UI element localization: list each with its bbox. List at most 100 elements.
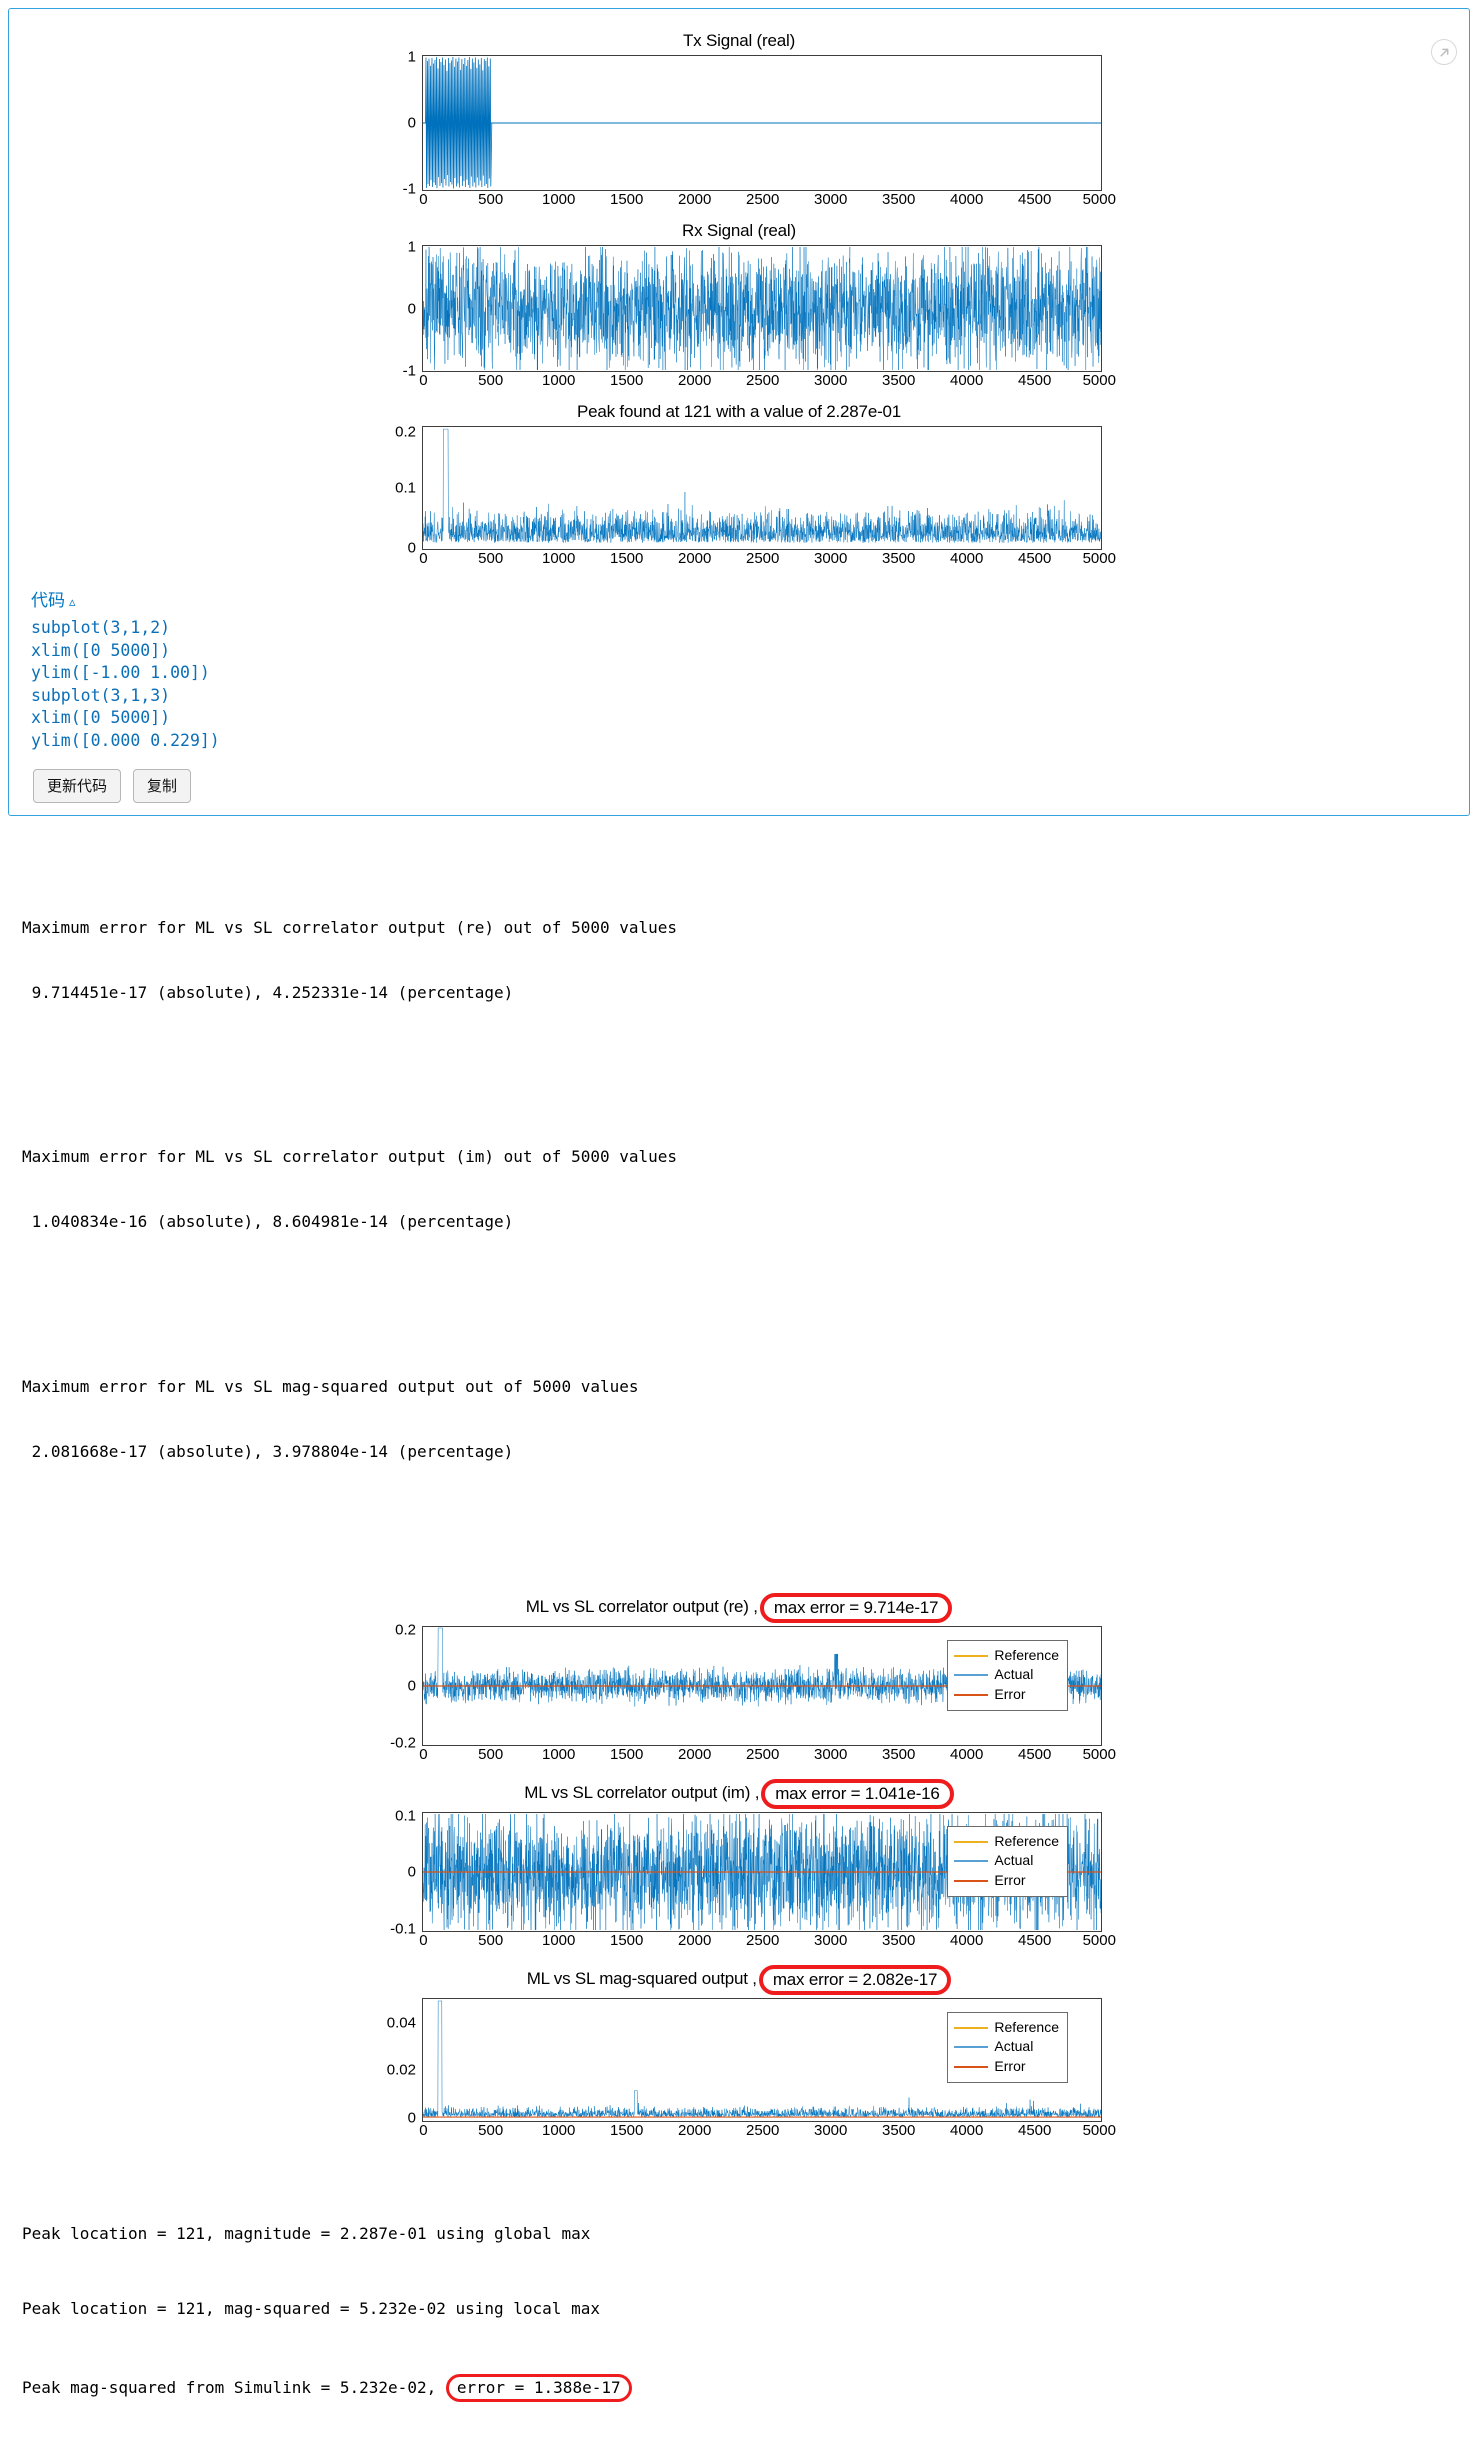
y-axis-ticks: 0.1 0 -0.1: [376, 1807, 422, 1937]
code-toggle[interactable]: 代码 ▵: [31, 586, 76, 611]
x-tick: 2000: [677, 191, 712, 208]
x-tick: 500: [478, 550, 504, 567]
console-line: Maximum error for ML vs SL correlator ou…: [22, 1147, 678, 1167]
max-error-badge: max error = 9.714e-17: [759, 1592, 953, 1623]
live-output-panel: Tx Signal (real) 1 0 -1: [8, 8, 1470, 816]
x-tick: 4500: [1017, 191, 1052, 208]
y-tick: 0: [407, 1863, 416, 1881]
y-tick: 0: [407, 114, 416, 132]
figure-tx-rx-peak: Tx Signal (real) 1 0 -1: [9, 9, 1469, 572]
plot-correlator-im: ML vs SL correlator output (im) , max err…: [376, 1778, 1116, 1954]
plot-title-text: ML vs SL mag-squared output ,: [526, 1968, 757, 1988]
x-tick: 3000: [813, 372, 848, 389]
plot-legend: Reference Actual Error: [947, 2011, 1068, 2084]
plot-peak-found: Peak found at 121 with a value of 2.287e…: [376, 402, 1116, 572]
copy-code-button[interactable]: 复制: [133, 768, 192, 803]
x-tick: 4500: [1017, 372, 1052, 389]
legend-label: Actual: [994, 1852, 1034, 1869]
x-tick: 2500: [745, 2121, 780, 2139]
x-tick: 2000: [677, 2121, 712, 2139]
y-tick: 0.2: [395, 1621, 416, 1639]
x-tick: 1500: [609, 191, 644, 208]
x-tick: 5000: [1082, 1931, 1116, 1949]
plot-title: ML vs SL correlator output (im) , max err…: [376, 1778, 1102, 1809]
console-block: Maximum error for ML vs SL correlator ou…: [22, 873, 1478, 1047]
x-tick: 0: [419, 372, 428, 389]
y-tick: 0: [407, 300, 416, 318]
plot-rx-signal: Rx Signal (real) 1 0 -1 0 500: [376, 221, 1116, 394]
legend-swatch-reference: [954, 1654, 989, 1657]
legend-label: Actual: [994, 1666, 1034, 1683]
x-tick: 2000: [677, 550, 712, 567]
y-tick: 0: [407, 539, 416, 557]
x-tick: 2500: [745, 1745, 780, 1763]
x-tick: 3500: [881, 550, 916, 567]
y-axis-ticks: 1 0 -1: [376, 239, 422, 380]
open-in-new-window-icon[interactable]: [1431, 39, 1457, 65]
x-axis-ticks: 0 500 1000 1500 2000 2500 3000 3500 4000…: [419, 191, 1116, 213]
x-tick: 4000: [949, 1931, 984, 1949]
x-tick: 2000: [677, 1931, 712, 1949]
peak-trace: [423, 428, 1101, 544]
update-code-button[interactable]: 更新代码: [33, 768, 122, 803]
legend-swatch-error: [954, 1694, 989, 1697]
console-output-bottom: Peak location = 121, magnitude = 2.287e-…: [22, 2180, 1478, 2446]
plot-correlator-re: ML vs SL correlator output (re) , max err…: [376, 1592, 1116, 1768]
x-axis-ticks: 0 500 1000 1500 2000 2500 3000 3500 4000…: [419, 372, 1116, 394]
x-tick: 0: [419, 2121, 428, 2139]
x-tick: 2500: [745, 372, 780, 389]
x-tick: 4500: [1017, 550, 1052, 567]
legend-label: Error: [994, 2058, 1026, 2075]
x-tick: 5000: [1082, 1745, 1116, 1763]
x-axis-ticks: 0 500 1000 1500 2000 2500 3000 3500 4000…: [419, 1745, 1116, 1768]
legend-row: Actual: [954, 1851, 1059, 1871]
console-output-top: Maximum error for ML vs SL correlator ou…: [22, 830, 1478, 1562]
x-tick: 4500: [1017, 1931, 1052, 1949]
legend-swatch-error: [954, 1880, 989, 1883]
x-tick: 1000: [541, 2121, 576, 2139]
plot-legend: Reference Actual Error: [947, 1639, 1068, 1712]
legend-row: Error: [954, 1685, 1059, 1705]
console-line: Peak mag-squared from Simulink = 5.232e-…: [22, 2373, 1478, 2403]
console-block: Maximum error for ML vs SL mag-squared o…: [22, 1332, 1478, 1506]
x-tick: 1500: [609, 2121, 644, 2139]
y-axis-ticks: 0.04 0.02 0: [376, 1998, 422, 2126]
x-tick: 4000: [949, 191, 984, 208]
x-tick: 3500: [881, 191, 916, 208]
x-tick: 1500: [609, 1745, 644, 1763]
y-tick: 1: [407, 238, 416, 256]
x-tick: 4500: [1017, 1745, 1052, 1763]
x-axis-ticks: 0 500 1000 1500 2000 2500 3000 3500 4000…: [419, 2121, 1116, 2144]
console-line: Maximum error for ML vs SL correlator ou…: [22, 917, 678, 937]
x-tick: 3000: [813, 1931, 848, 1949]
x-tick: 3500: [881, 372, 916, 389]
x-tick: 1000: [541, 1745, 576, 1763]
legend-label: Reference: [994, 1832, 1059, 1849]
plot-canvas[interactable]: [422, 55, 1102, 191]
plot-canvas[interactable]: [422, 426, 1102, 550]
legend-label: Actual: [994, 2038, 1034, 2055]
legend-row: Actual: [954, 2037, 1059, 2057]
plot-canvas[interactable]: [422, 245, 1102, 372]
x-tick: 5000: [1082, 550, 1116, 567]
y-tick: -1: [402, 362, 416, 380]
plot-title-text: ML vs SL correlator output (im) ,: [524, 1782, 760, 1802]
x-tick: 1000: [541, 1931, 576, 1949]
x-tick: 1500: [609, 1931, 644, 1949]
x-tick: 2500: [745, 191, 780, 208]
x-tick: 2000: [677, 1745, 712, 1763]
x-tick: 3000: [813, 550, 848, 567]
figure-ml-vs-sl: ML vs SL correlator output (re) , max err…: [0, 1592, 1478, 2144]
legend-row: Reference: [954, 1646, 1059, 1666]
plot-title-text: ML vs SL correlator output (re) ,: [525, 1596, 758, 1616]
plot-legend: Reference Actual Error: [947, 1825, 1068, 1898]
y-tick: 1: [407, 48, 416, 66]
console-line: 2.081668e-17 (absolute), 3.978804e-14 (p…: [22, 1441, 514, 1461]
legend-row: Error: [954, 1871, 1059, 1891]
max-error-badge: max error = 1.041e-16: [761, 1778, 954, 1809]
legend-label: Reference: [994, 2018, 1059, 2035]
code-toggle-label: 代码: [31, 591, 65, 610]
code-block[interactable]: subplot(3,1,2) xlim([0 5000]) ylim([-1.0…: [31, 618, 220, 750]
x-tick: 500: [478, 1745, 504, 1763]
x-tick: 1000: [541, 550, 576, 567]
